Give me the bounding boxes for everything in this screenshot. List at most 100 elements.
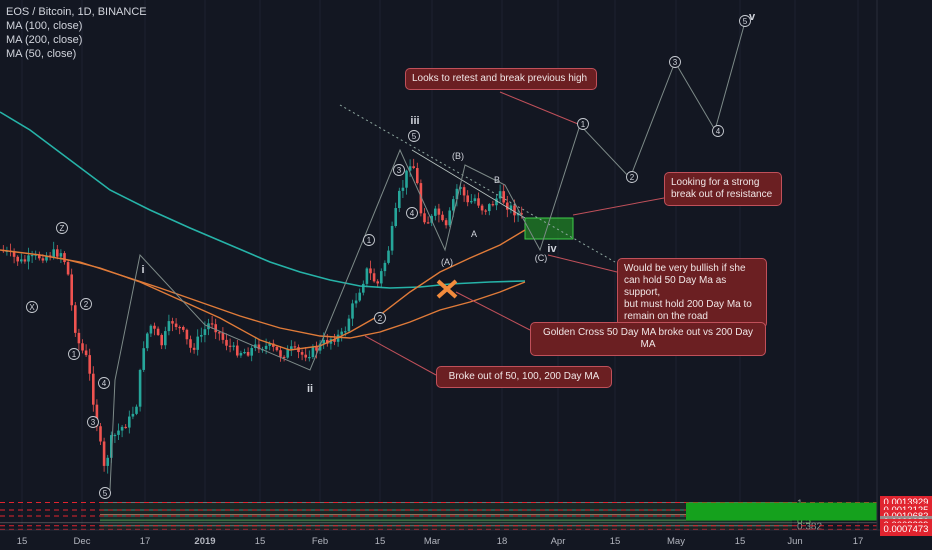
candle-body-326 <box>326 339 329 344</box>
wave-label-4a: 4 <box>102 379 107 388</box>
wave-label-2a: 2 <box>84 300 89 309</box>
time-tick-4: 15 <box>255 536 266 547</box>
wave-label-4b: 4 <box>410 209 415 218</box>
wave-label-z: Z <box>60 224 65 233</box>
candle-body-438 <box>437 208 441 215</box>
candle-body-481 <box>480 205 484 211</box>
time-tick-13: Jun <box>787 536 802 547</box>
candle-body-103 <box>102 441 106 466</box>
time-tick-8: 18 <box>497 536 508 547</box>
wave-label-5c-ring <box>739 15 751 27</box>
candle-body-189 <box>189 339 192 348</box>
candle-body-502 <box>502 191 505 203</box>
candle-body-312 <box>311 346 315 358</box>
candle-body-218 <box>218 332 221 334</box>
candle-body-31 <box>30 254 34 257</box>
candle-body-222 <box>221 332 225 340</box>
candle-body-56 <box>56 249 59 257</box>
ma200-line <box>0 111 526 289</box>
time-tick-2: 17 <box>140 536 151 547</box>
candle-body-24 <box>23 259 27 262</box>
candle-body-243 <box>243 352 246 354</box>
candle-body-13 <box>12 251 16 257</box>
wave-label-1c-ring <box>577 118 589 130</box>
wave-label-3b: 3 <box>397 166 402 175</box>
wave-label-pa: (A) <box>441 257 453 267</box>
symbol-title: EOS / Bitcoin, 1D, BINANCE <box>6 6 147 18</box>
candle-body-20 <box>20 259 23 262</box>
candle-body-265 <box>264 345 268 350</box>
candle-body-495 <box>495 198 498 206</box>
candle-body-38 <box>38 254 41 259</box>
candle-body-466 <box>466 195 469 203</box>
wave-label-v: v <box>749 11 756 23</box>
wave-label-3a-ring <box>87 416 99 428</box>
candle-body-394 <box>394 208 397 227</box>
candle-body-344 <box>344 331 347 333</box>
candle-body-114 <box>113 434 117 437</box>
time-tick-0: 15 <box>17 536 28 547</box>
time-tick-11: May <box>667 536 685 547</box>
wave-path <box>109 21 746 491</box>
candle-body-268 <box>268 343 271 346</box>
bullish-arrow <box>547 254 618 273</box>
price-tag-5: 0.0007473 <box>880 522 932 536</box>
candle-body-366 <box>365 268 369 284</box>
candle-body-88 <box>88 355 91 374</box>
chart-legend: EOS / Bitcoin, 1D, BINANCE MA (100, clos… <box>6 5 147 61</box>
candle-body-240 <box>239 352 243 356</box>
callout-retest: Looks to retest and break previous high <box>405 68 597 90</box>
candle-body-27 <box>27 255 30 262</box>
wave-label-3a: 3 <box>91 418 96 427</box>
candle-body-492 <box>491 204 495 206</box>
wave-label-ii: ii <box>307 383 313 395</box>
candle-body-60 <box>59 253 63 257</box>
wave-label-1b: 1 <box>367 236 372 245</box>
candle-body-124 <box>124 426 127 429</box>
candle-body-319 <box>318 343 322 351</box>
wave-label-2b: 2 <box>378 314 383 323</box>
candle-body-369 <box>369 268 372 274</box>
candle-body-178 <box>178 326 181 329</box>
candle-body-182 <box>182 326 185 330</box>
candle-body-441 <box>441 214 444 221</box>
wave-label-3b-ring <box>393 164 405 176</box>
time-tick-5: Feb <box>312 536 328 547</box>
wave-label-2a-ring <box>80 298 92 310</box>
candle-body-45 <box>45 255 48 261</box>
candle-body-81 <box>81 343 84 351</box>
candle-body-121 <box>120 426 124 431</box>
time-axis-bg <box>0 530 932 550</box>
wave-label-1c: 1 <box>581 120 586 129</box>
candle-body-247 <box>246 352 250 356</box>
candle-body-488 <box>488 204 491 212</box>
candle-body-92 <box>92 373 95 405</box>
candle-body-117 <box>117 430 120 435</box>
wave-label-2c: 2 <box>630 173 635 182</box>
candle-body-380 <box>380 271 383 284</box>
candle-body-405 <box>405 170 408 188</box>
target-box <box>686 502 877 521</box>
price-axis-bg <box>877 0 932 550</box>
candle-body-16 <box>16 256 19 262</box>
breakout-box <box>524 217 574 240</box>
breakout-arrow <box>572 197 665 216</box>
candle-body-448 <box>448 210 451 226</box>
wave-label-pc: (C) <box>535 253 548 263</box>
time-tick-6: 15 <box>375 536 386 547</box>
candle-body-520 <box>520 213 523 215</box>
candle-body-420 <box>419 183 423 214</box>
candle-body-499 <box>498 191 502 199</box>
candle-body-146 <box>146 333 149 349</box>
candle-body-196 <box>196 336 199 350</box>
wave-label-z-ring <box>56 222 68 234</box>
candle-body-416 <box>416 168 419 184</box>
candle-body-355 <box>354 300 358 304</box>
candle-body-34 <box>34 254 37 256</box>
wedge-line <box>411 149 526 219</box>
candle-body-398 <box>398 190 401 209</box>
candle-body-99 <box>99 426 102 442</box>
time-tick-14: 17 <box>853 536 864 547</box>
candle-body-175 <box>174 323 178 327</box>
candle-body-153 <box>153 325 156 329</box>
